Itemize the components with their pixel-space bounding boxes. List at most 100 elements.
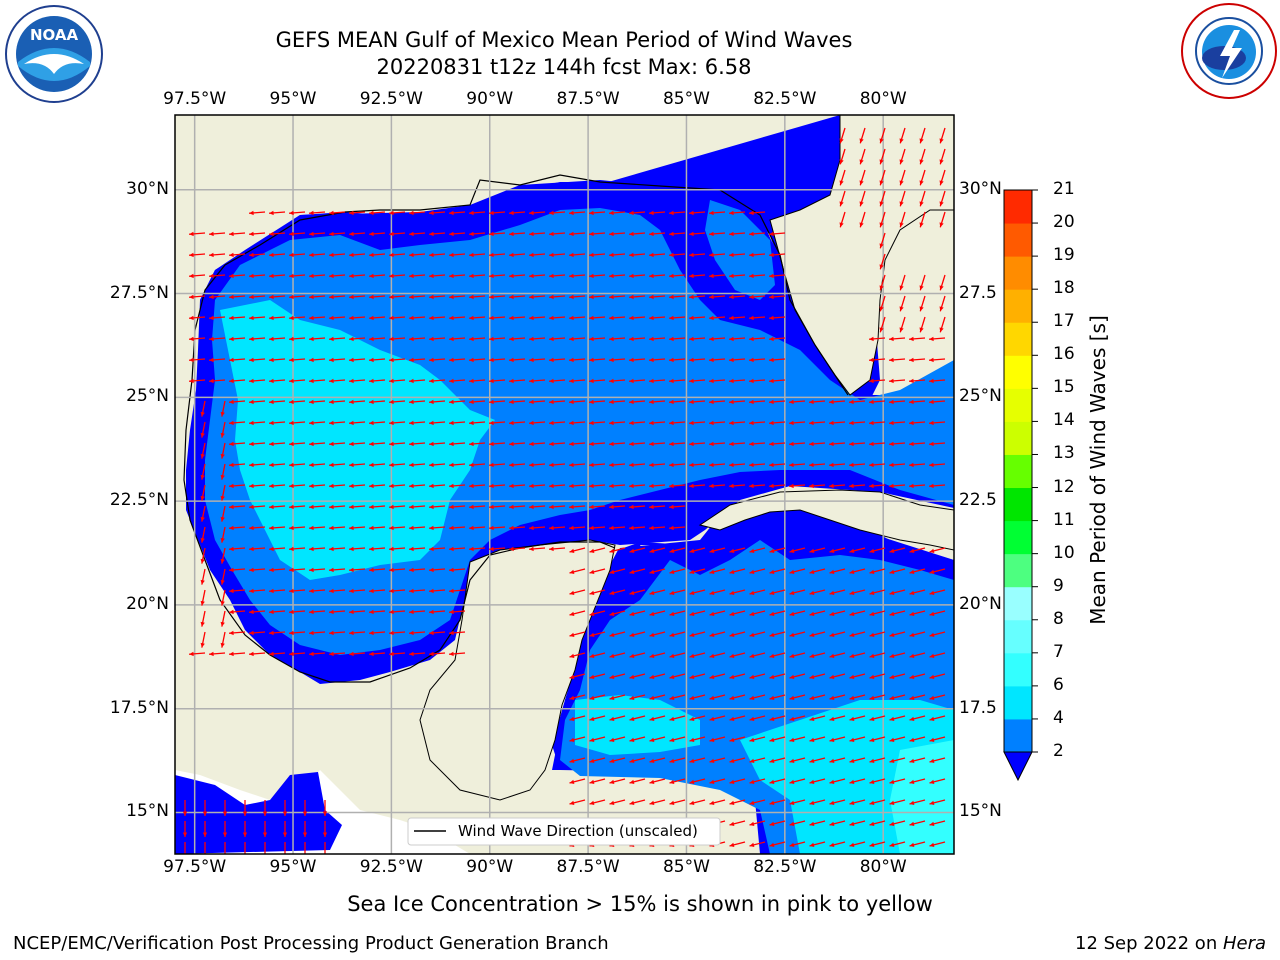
wind-wave-arrow-813 — [769, 715, 786, 721]
wind-wave-arrow-356 — [868, 399, 886, 405]
wind-wave-arrow-43 — [628, 210, 646, 216]
wind-wave-arrow-473 — [928, 462, 946, 468]
wind-wave-arrow-75 — [568, 231, 586, 237]
wind-wave-arrow-719 — [689, 631, 706, 637]
wind-wave-arrow-642 — [368, 588, 386, 594]
wind-wave-arrow-98 — [408, 252, 426, 258]
wind-wave-arrow-425 — [728, 441, 746, 447]
wind-wave-arrow-179 — [728, 294, 746, 300]
wind-wave-arrow-641 — [348, 588, 366, 594]
wind-wave-arrow-333 — [408, 399, 426, 405]
wind-wave-arrow-498 — [668, 483, 686, 489]
wind-wave-arrow-259 — [288, 357, 306, 363]
wind-wave-arrow-595 — [849, 547, 866, 553]
wind-wave-arrow-596 — [869, 547, 886, 553]
wind-wave-arrow-339 — [528, 399, 546, 405]
wind-wave-arrow-572 — [388, 546, 406, 552]
wind-wave-arrow-893 — [689, 799, 706, 805]
wind-wave-arrow-502 — [748, 483, 766, 489]
wind-wave-arrow-720 — [709, 631, 726, 637]
wind-wave-arrow-62 — [308, 231, 326, 237]
y-tick-left-4: 20°N — [126, 593, 169, 614]
y-tick-right-1: 27.5 — [959, 282, 997, 303]
wind-wave-arrow-552 — [488, 525, 506, 531]
wind-wave-arrow-385 — [688, 420, 706, 426]
colorbar-under-extension — [1003, 751, 1033, 782]
wind-wave-arrow-329 — [328, 399, 346, 405]
wind-wave-arrow-543 — [308, 525, 326, 531]
wind-wave-arrow-417 — [568, 441, 586, 447]
wind-wave-arrow-315 — [728, 378, 746, 384]
wind-wave-arrow-351 — [768, 399, 786, 405]
wind-wave-arrow-14 — [879, 169, 886, 186]
wind-wave-arrow-508 — [868, 483, 886, 489]
wind-wave-arrow-634 — [220, 589, 226, 606]
wind-wave-arrow-286 — [908, 357, 926, 363]
wind-wave-arrow-788 — [649, 694, 666, 700]
wind-wave-arrow-242 — [628, 336, 646, 342]
x-tick-top-5: 85°W — [662, 89, 710, 109]
wind-wave-arrow-275 — [608, 357, 626, 363]
wind-wave-arrow-710 — [408, 630, 426, 636]
wind-wave-arrow-815 — [809, 715, 826, 721]
wind-wave-arrow-951 — [769, 841, 786, 847]
wind-wave-arrow-495 — [608, 483, 626, 489]
wind-wave-arrow-666 — [200, 610, 206, 627]
wind-wave-arrow-54 — [919, 211, 926, 228]
colorbar-tick-7: 11 — [1053, 509, 1075, 530]
wind-wave-arrow-90 — [248, 252, 266, 258]
wind-wave-arrow-773 — [729, 673, 746, 679]
wind-wave-arrow-135 — [528, 273, 546, 279]
wind-wave-arrow-864 — [649, 778, 666, 784]
wind-wave-arrow-449 — [448, 462, 466, 468]
wind-wave-arrow-287 — [928, 357, 946, 363]
wind-wave-arrow-198 — [428, 315, 446, 321]
wind-wave-arrow-536 — [668, 504, 686, 510]
wind-wave-arrow-584 — [629, 547, 646, 553]
wind-wave-arrow-599 — [929, 547, 946, 553]
y-tick-left-6: 15°N — [126, 801, 169, 822]
wind-wave-arrow-118 — [188, 273, 206, 279]
wind-wave-arrow-227 — [328, 336, 346, 342]
wind-wave-arrow-901 — [849, 799, 866, 805]
wind-wave-arrow-184 — [919, 295, 926, 312]
wind-wave-arrow-162 — [388, 294, 406, 300]
colorbar-segment-16 — [1004, 190, 1032, 224]
wind-wave-arrow-292 — [268, 378, 286, 384]
wind-wave-arrow-699 — [200, 631, 206, 648]
wind-wave-arrow-373 — [448, 420, 466, 426]
colorbar-tick-3: 7 — [1053, 641, 1064, 662]
x-tick-bottom-5: 85°W — [662, 857, 710, 877]
wind-wave-arrow-748 — [609, 652, 626, 658]
wind-wave-arrow-451 — [488, 462, 506, 468]
wind-wave-arrow-783 — [929, 673, 946, 679]
wind-wave-arrow-87 — [188, 252, 206, 258]
wind-wave-arrow-649 — [609, 589, 626, 595]
wind-wave-arrow-653 — [689, 589, 706, 595]
wind-wave-arrow-37 — [508, 210, 526, 216]
wind-wave-arrow-282 — [748, 357, 766, 363]
legend-box — [407, 817, 721, 846]
wind-wave-arrow-438 — [228, 462, 246, 468]
wind-wave-arrow-518 — [308, 504, 326, 510]
wind-wave-arrow-777 — [809, 673, 826, 679]
wind-wave-arrow-690 — [769, 610, 786, 616]
wind-wave-arrow-750 — [649, 652, 666, 658]
colorbar-segment-2 — [1004, 652, 1032, 687]
wind-wave-arrow-586 — [669, 547, 686, 553]
wind-wave-arrow-678 — [428, 609, 446, 615]
wind-wave-arrow-538 — [220, 526, 226, 543]
wind-wave-arrow-922 — [729, 820, 746, 826]
wind-wave-arrow-794 — [769, 694, 786, 700]
wind-wave-arrow-222 — [228, 336, 246, 342]
wind-wave-arrow-138 — [588, 273, 606, 279]
wind-wave-arrow-726 — [829, 631, 846, 637]
wind-wave-arrow-244 — [668, 336, 686, 342]
wind-wave-arrow-226 — [308, 336, 326, 342]
wind-wave-arrow-11 — [939, 148, 946, 165]
wind-wave-arrow-196 — [388, 315, 406, 321]
wind-wave-arrow-673 — [328, 609, 346, 615]
wind-wave-arrow-716 — [629, 631, 646, 637]
wind-wave-arrow-22 — [919, 190, 926, 207]
wind-wave-arrow-797 — [829, 694, 846, 700]
